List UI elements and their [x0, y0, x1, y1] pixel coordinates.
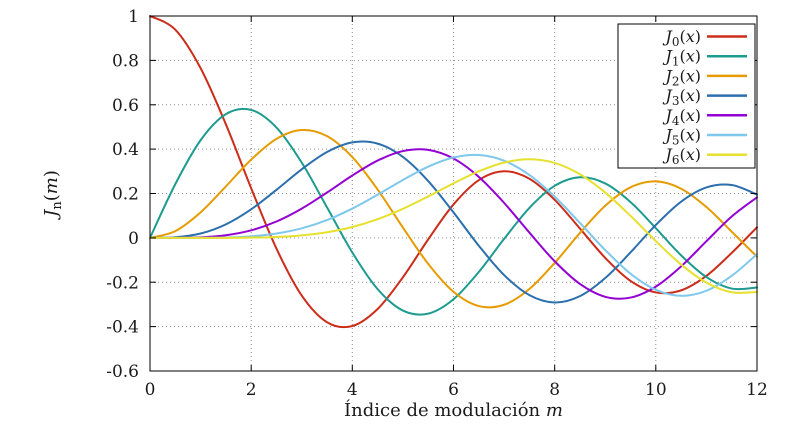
legend-entry-J6: J6(x): [662, 145, 747, 167]
y-tick-label: 0.6: [112, 96, 139, 116]
y-axis-label: Jn(m): [41, 170, 65, 221]
x-tick-label: 6: [448, 380, 459, 400]
x-tick-label: 12: [746, 380, 768, 400]
y-tick-label: 0: [128, 229, 139, 249]
legend-entry-J1: J1(x): [662, 47, 747, 69]
y-tick-label: 1: [128, 7, 139, 27]
series-line-J2: [149, 128, 758, 309]
y-tick-label: 0.4: [112, 140, 139, 160]
series-line-J1: [149, 107, 758, 316]
x-tick-label: 8: [549, 380, 560, 400]
y-tick-label: -0.4: [106, 318, 139, 338]
x-tick-label: 0: [145, 380, 156, 400]
x-axis-label: Índice de modulación m: [344, 398, 563, 421]
legend-label: J1(x): [662, 47, 701, 69]
y-tick-label: 0.2: [112, 185, 139, 205]
series-line-J0: [149, 15, 758, 329]
legend-entry-J5: J5(x): [662, 126, 747, 148]
legend-label: J3(x): [662, 86, 701, 108]
legend-label: J4(x): [662, 106, 701, 128]
y-tick-label: -0.2: [106, 273, 139, 293]
legend-label: J2(x): [662, 66, 701, 88]
series-group: [149, 15, 758, 329]
legend-entry-J2: J2(x): [662, 66, 747, 88]
series-line-J5: [149, 153, 758, 297]
legend-label: J6(x): [662, 145, 701, 167]
legend-entry-J4: J4(x): [662, 106, 747, 128]
x-tick-label: 2: [246, 380, 257, 400]
legend-entry-J3: J3(x): [662, 86, 747, 108]
y-tick-label: -0.6: [106, 362, 139, 382]
x-tick-label: 4: [347, 380, 358, 400]
legend: J0(x)J1(x)J2(x)J3(x)J4(x)J5(x)J6(x): [617, 23, 756, 169]
series-line-J3: [149, 140, 758, 304]
tick-labels: -0.6-0.4-0.200.20.40.60.810 2 4 6 8 10 12: [106, 7, 768, 400]
legend-label: J0(x): [662, 27, 701, 49]
x-tick-label: 10: [645, 380, 667, 400]
series-line-J6: [149, 158, 758, 294]
y-tick-label: 0.8: [112, 51, 139, 71]
legend-label: J5(x): [662, 126, 701, 148]
legend-entry-J0: J0(x): [662, 27, 747, 49]
